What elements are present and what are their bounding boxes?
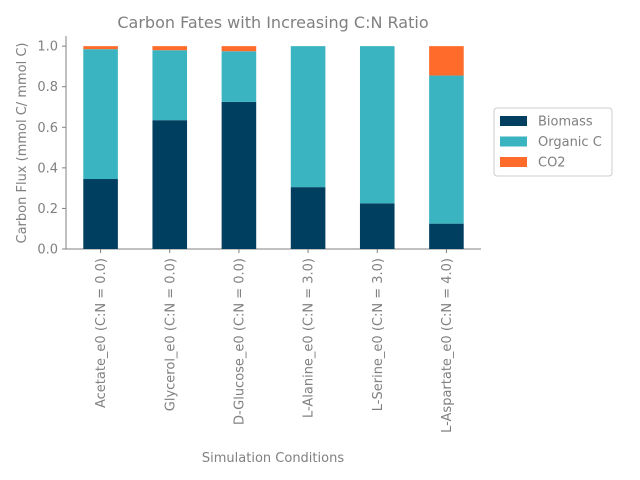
y-tick-label: 0.6: [37, 121, 58, 136]
bar-segment-organic-c: [221, 51, 257, 102]
y-tick-label: 0.8: [37, 80, 58, 95]
x-tick-label: L-Aspartate_e0 (C:N = 4.0): [440, 258, 455, 433]
bar-segment-co2: [221, 46, 257, 52]
bar-segment-co2: [83, 46, 118, 50]
legend-label: Biomass: [538, 115, 593, 130]
x-tick-label: D-Glucose_e0 (C:N = 0.0): [232, 258, 247, 425]
y-tick-label: 0.2: [37, 202, 58, 217]
legend: Biomass Organic C CO2: [493, 107, 613, 177]
x-axis-label: Simulation Conditions: [202, 451, 344, 466]
bar-segment-organic-c: [429, 75, 464, 224]
bar-segment-biomass: [359, 203, 395, 249]
x-tick-label: L-Alanine_e0 (C:N = 3.0): [302, 258, 317, 418]
bar-segment-co2: [429, 46, 464, 76]
plot-area: 0.0 0.2 0.4 0.6 0.8 1.0 Acetate_e0 (C:N = 0.0)…: [37, 36, 481, 433]
y-tick-label: 0.0: [37, 243, 58, 258]
bar-segment-biomass: [152, 120, 188, 249]
bar-segment-organic-c: [359, 46, 395, 204]
legend-swatch: [500, 136, 527, 147]
bar-segment-organic-c: [290, 46, 326, 188]
bar-segment-organic-c: [83, 49, 118, 180]
bar-segment-biomass: [83, 179, 118, 249]
bar-segment-biomass: [221, 101, 257, 249]
bar-segment-biomass: [290, 187, 326, 249]
x-tick-label: Glycerol_e0 (C:N = 0.0): [163, 258, 178, 411]
bar-segment-biomass: [429, 223, 464, 249]
bar-segment-co2: [152, 46, 188, 51]
x-tick-label: L-Serine_e0 (C:N = 3.0): [371, 258, 386, 411]
y-tick-label: 1.0: [37, 40, 58, 55]
y-tick-label: 0.4: [37, 161, 58, 176]
legend-swatch: [500, 157, 527, 167]
x-tick-label: Acetate_e0 (C:N = 0.0): [94, 258, 109, 408]
legend-swatch: [500, 116, 527, 126]
chart-title: Carbon Fates with Increasing C:N Ratio: [117, 13, 428, 32]
y-axis-label: Carbon Flux (mmol C/ mmol C): [15, 43, 30, 244]
bar-segment-organic-c: [152, 50, 188, 121]
legend-label: Organic C: [538, 135, 602, 150]
legend-label: CO2: [538, 156, 566, 171]
